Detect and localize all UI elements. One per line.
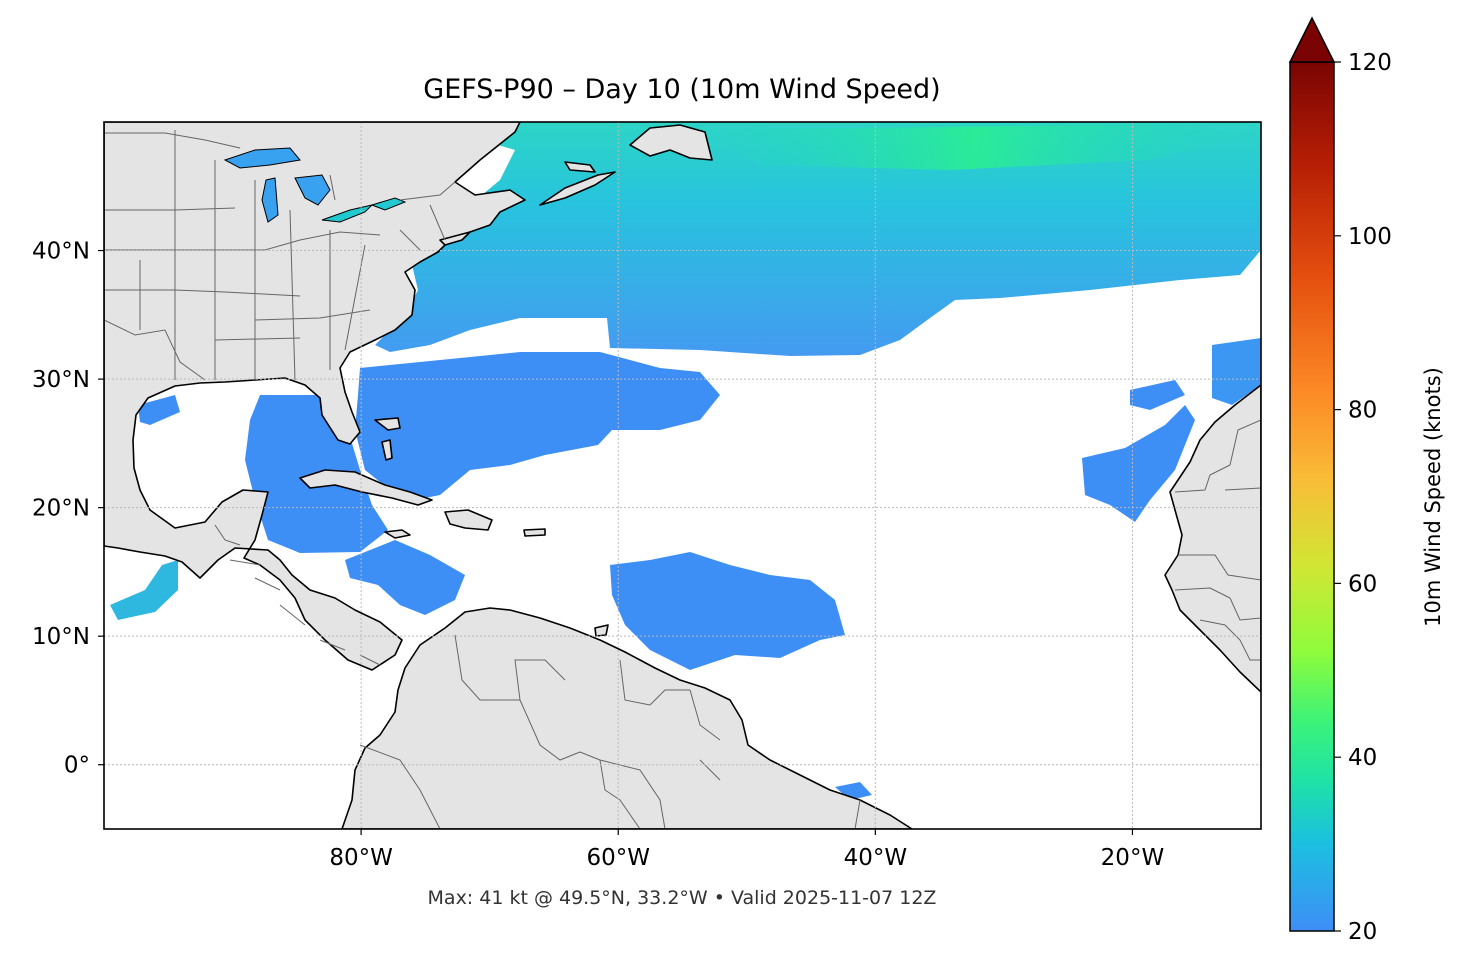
border-africa: [1174, 419, 1261, 661]
wind-patch-caribbean-south: [345, 540, 465, 615]
footer-max-wind: Max: 41 kt @ 49.5°N, 33.2°W • Valid 2025…: [428, 887, 937, 909]
lat-tick-labels: 40°N 30°N 20°N 10°N 0°: [32, 239, 104, 779]
lat-tick-label: 40°N: [32, 239, 90, 265]
colorbar-tick-label: 100: [1348, 224, 1392, 250]
land-nova-scotia: [539, 171, 616, 206]
lake-michigan: [261, 177, 279, 223]
land-jamaica: [384, 529, 411, 539]
land-long-island: [439, 231, 471, 246]
lat-tick-label: 0°: [64, 753, 90, 779]
land-pei: [564, 161, 596, 173]
wind-band-max-streak: [700, 124, 1250, 170]
map-title: GEFS-P90 – Day 10 (10m Wind Speed): [423, 74, 940, 105]
political-borders: [104, 130, 1261, 829]
lon-tick-label: 20°W: [1101, 845, 1165, 871]
lat-tick-label: 30°N: [32, 367, 90, 393]
lon-tick-label: 60°W: [586, 845, 650, 871]
border-south-america: [359, 634, 861, 829]
border-us-states-1: [104, 130, 381, 381]
colorbar-tick-label: 120: [1348, 50, 1392, 76]
land-trinidad: [594, 624, 609, 637]
colorbar-label: 10m Wind Speed (knots): [1421, 367, 1445, 627]
colorbar-tick-label: 80: [1348, 398, 1377, 424]
land-north-america: [104, 122, 526, 671]
border-us-states-2: [139, 204, 446, 341]
lon-tick-labels: 80°W 60°W 40°W 20°W: [329, 829, 1164, 871]
wind-patch-equatorial: [835, 782, 872, 800]
lake-superior: [223, 147, 301, 169]
colorbar-ticks: 20 40 60 80 100 120: [1334, 50, 1392, 945]
border-us-mexico: [104, 319, 206, 381]
land-masses: [104, 122, 1261, 829]
land-hispaniola: [444, 509, 493, 531]
colorbar-extend-arrow: [1288, 16, 1336, 63]
wind-patch-gulf-west: [138, 395, 180, 425]
colorbar: 20 40 60 80 100 120 10m Wind Speed (knots): [1288, 16, 1445, 945]
colorbar-tick-label: 60: [1348, 571, 1377, 597]
lake-huron: [294, 174, 331, 206]
land-bahamas: [374, 417, 401, 461]
wind-band-subtropical: [355, 352, 720, 500]
map-frame: [103, 121, 1262, 830]
lake-erie: [321, 204, 374, 223]
wind-patch-canary: [1082, 405, 1195, 522]
wind-patch-azores-west: [1130, 380, 1185, 410]
lat-tick-label: 20°N: [32, 496, 90, 522]
great-lakes: [223, 147, 407, 223]
land-puerto-rico: [523, 528, 546, 537]
gridlines: [104, 122, 1261, 829]
land-africa: [1164, 384, 1261, 693]
lon-tick-label: 80°W: [329, 845, 393, 871]
land-newfoundland: [629, 124, 713, 161]
land-south-america: [341, 607, 913, 829]
wind-patch-tropical-atlantic: [610, 552, 845, 670]
wind-patch-azores-east: [1212, 338, 1261, 405]
colorbar-body: [1289, 61, 1335, 932]
lat-tick-label: 10°N: [32, 624, 90, 650]
map-panel: [104, 122, 1261, 829]
wind-patch-pacific-gulf-panama: [110, 560, 178, 620]
lon-tick-label: 40°W: [844, 845, 908, 871]
border-us-canada: [104, 132, 456, 201]
colorbar-tick-label: 20: [1348, 919, 1377, 945]
lake-ontario: [370, 197, 407, 211]
colorbar-tick-label: 40: [1348, 745, 1377, 771]
wind-speed-field: [110, 122, 1261, 800]
land-cuba: [299, 469, 433, 506]
border-central-america: [214, 524, 381, 666]
